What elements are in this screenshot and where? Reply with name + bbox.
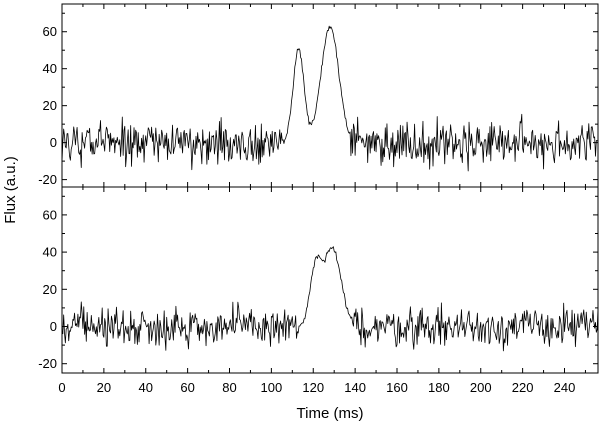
top-panel-trace: [61, 25, 599, 172]
top-panel: -20 0 20 40 60: [38, 3, 599, 188]
y-tick-label: 0: [50, 319, 57, 334]
y-tick-label: 20: [43, 282, 57, 297]
y-tick-label: 20: [43, 98, 57, 113]
y-tick-label: -20: [38, 356, 57, 371]
y-tick-label: 60: [43, 24, 57, 39]
y-axis-title: Flux (a.u.): [2, 156, 19, 224]
x-tick-label: 180: [428, 380, 450, 395]
x-tick-label: 200: [470, 380, 492, 395]
y-tick-label: -20: [38, 172, 57, 187]
x-tick-label: 160: [386, 380, 408, 395]
top-panel-frame: [61, 3, 599, 188]
y-tick-label: 0: [50, 135, 57, 150]
bottom-panel-trace: [61, 246, 599, 352]
bottom-panel-ticks: -20 0 20 40 60: [38, 187, 598, 373]
x-tick-label: 100: [261, 380, 283, 395]
y-tick-label: 40: [43, 245, 57, 260]
y-tick-label: 40: [43, 61, 57, 76]
bottom-panel-frame: [61, 186, 599, 374]
x-tick-label: 140: [344, 380, 366, 395]
x-tick-label: 220: [512, 380, 534, 395]
top-panel-ticks: -20 0 20 40 60: [38, 4, 598, 187]
x-tick-label: 80: [222, 380, 236, 395]
x-tick-label: 240: [554, 380, 576, 395]
x-axis-ticks: 0 20 40 60 80 100 120 140 160 180 200 220 240: [58, 380, 575, 395]
y-tick-label: 60: [43, 207, 57, 222]
x-tick-label: 60: [180, 380, 194, 395]
x-tick-label: 20: [97, 380, 111, 395]
x-tick-label: 120: [302, 380, 324, 395]
x-tick-label: 40: [139, 380, 153, 395]
x-axis-title: Time (ms): [297, 405, 364, 422]
bottom-panel: -20 0 20 40 60: [38, 186, 599, 374]
x-tick-label: 0: [58, 380, 65, 395]
